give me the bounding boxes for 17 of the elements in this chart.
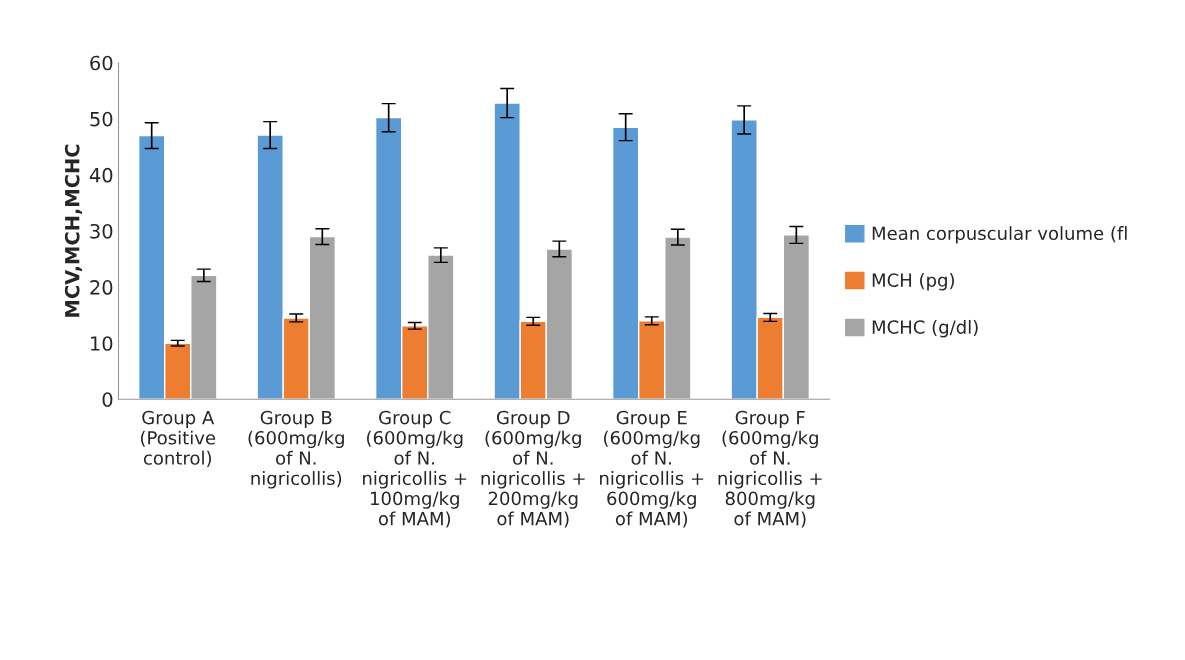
x-tick-label: Group E (600mg/kg of N. nigricollis + 600mg/kg of MAM): [600, 410, 704, 528]
y-tick-label: 40: [89, 167, 113, 183]
legend-label: MCH (pg): [872, 273, 954, 291]
y-tick-label: 20: [90, 280, 113, 295]
legend-label: MCHC (g/dl): [872, 319, 978, 338]
y-tick-label: 10: [91, 336, 113, 351]
x-tick-label: Group D (600mg/kg of N. nigricollis + 200mg/kg of MAM): [481, 410, 585, 528]
y-tick-label: 30: [90, 223, 113, 239]
y-tick-label: 0: [102, 392, 113, 407]
y-tick-label: 50: [90, 111, 113, 127]
x-tick-label: Group B (600mg/kg of N. nigricollis): [248, 410, 344, 489]
y-axis-title: MCV,MCH,MCHC: [64, 144, 83, 317]
legend-label: Mean corpuscular volume (fl: [872, 226, 1127, 244]
y-tick-label: 60: [90, 55, 113, 71]
x-tick-label: Group A (Positive control): [140, 410, 216, 467]
x-tick-label: Group F (600mg/kg of N. nigricollis + 800mg/kg of MAM): [718, 410, 822, 528]
x-tick-label: Group C (600mg/kg of N. nigricollis + 100mg/kg of MAM): [363, 410, 467, 528]
